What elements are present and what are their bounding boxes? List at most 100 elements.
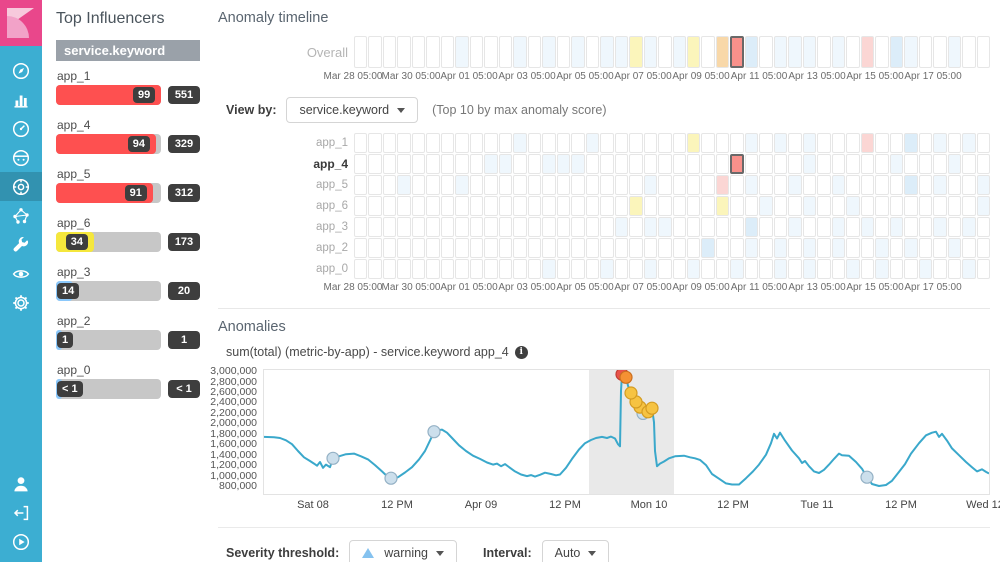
swimlane-cell[interactable]: [918, 133, 933, 153]
swimlane-cell[interactable]: [368, 217, 382, 237]
swimlane-label[interactable]: app_6: [316, 200, 348, 212]
swimlane-cell[interactable]: [831, 259, 846, 279]
swimlane-cell[interactable]: [455, 259, 469, 279]
swimlane-cell[interactable]: [614, 196, 629, 216]
swimlane-cell[interactable]: [817, 217, 831, 237]
swimlane-cell[interactable]: [411, 196, 426, 216]
swimlane-cell[interactable]: [860, 259, 875, 279]
swimlane-cell[interactable]: [556, 217, 571, 237]
swimlane-cell[interactable]: [759, 36, 773, 68]
swimlane-cell[interactable]: [686, 217, 701, 237]
swimlane-cell[interactable]: [672, 259, 686, 279]
anomaly-marker-minor[interactable]: [624, 386, 638, 400]
swimlane-label[interactable]: app_0: [316, 263, 348, 275]
swimlane-cell[interactable]: [527, 36, 542, 68]
swimlane-cell[interactable]: [802, 36, 817, 68]
swimlane-cell[interactable]: [382, 133, 397, 153]
swimlane-cell[interactable]: [658, 175, 672, 195]
influencer-score-bar[interactable]: 99: [56, 85, 161, 105]
swimlane-cell[interactable]: [802, 196, 817, 216]
swimlane-cell[interactable]: [875, 133, 889, 153]
swimlane-cell[interactable]: [571, 196, 585, 216]
swimlane-cell[interactable]: [397, 217, 411, 237]
swimlane-cell[interactable]: [831, 36, 846, 68]
swimlane-cell[interactable]: [802, 238, 817, 258]
swimlane-cell[interactable]: [469, 175, 484, 195]
swimlane-cell[interactable]: [701, 133, 715, 153]
swimlane-cell[interactable]: [744, 238, 759, 258]
swimlane-cell[interactable]: [976, 217, 990, 237]
swimlane-cell[interactable]: [527, 217, 542, 237]
swimlane-cell[interactable]: [672, 133, 686, 153]
swimlane-cell[interactable]: [513, 175, 527, 195]
swimlane-cell[interactable]: [643, 133, 658, 153]
swimlane-cell[interactable]: [846, 217, 860, 237]
anomaly-marker-warning[interactable]: [326, 451, 340, 465]
anomaly-marker-warning[interactable]: [860, 470, 874, 484]
swimlane-cell[interactable]: [527, 133, 542, 153]
swimlane-cell[interactable]: [933, 154, 947, 174]
swimlane-cell[interactable]: [426, 154, 440, 174]
swimlane-cell[interactable]: [368, 133, 382, 153]
swimlane-cell[interactable]: [585, 259, 600, 279]
swimlane-cell[interactable]: [715, 196, 730, 216]
swimlane-cell[interactable]: [426, 238, 440, 258]
influencer-name[interactable]: app_5: [57, 167, 91, 181]
swimlane-cell[interactable]: [498, 259, 513, 279]
swimlane-cell[interactable]: [947, 196, 962, 216]
swimlane-cell[interactable]: [846, 259, 860, 279]
swimlane-cell[interactable]: [469, 196, 484, 216]
swimlane-cell[interactable]: [831, 154, 846, 174]
swimlane-cell[interactable]: [527, 196, 542, 216]
swimlane-cell[interactable]: [585, 36, 600, 68]
swimlane-cell[interactable]: [962, 175, 976, 195]
swimlane-cell[interactable]: [556, 196, 571, 216]
swimlane-cell[interactable]: [411, 259, 426, 279]
swimlane-label[interactable]: app_5: [316, 179, 348, 191]
swimlane-cell[interactable]: [556, 259, 571, 279]
swimlane-cell[interactable]: [889, 133, 904, 153]
swimlane-cell[interactable]: [614, 217, 629, 237]
swimlane-cell[interactable]: [773, 154, 788, 174]
swimlane-cell[interactable]: [744, 196, 759, 216]
swimlane-cell[interactable]: [730, 175, 744, 195]
swimlane-label[interactable]: app_2: [316, 242, 348, 254]
swimlane-cell[interactable]: [354, 196, 368, 216]
swimlane-cell[interactable]: [368, 259, 382, 279]
swimlane-cell[interactable]: [440, 238, 455, 258]
swimlane-cell[interactable]: [889, 154, 904, 174]
swimlane-cell[interactable]: [354, 259, 368, 279]
swimlane-cell[interactable]: [498, 217, 513, 237]
swimlane-cell[interactable]: [715, 36, 730, 68]
swimlane-cell[interactable]: [889, 217, 904, 237]
swimlane-cell[interactable]: [933, 175, 947, 195]
nav-timelion[interactable]: [0, 143, 42, 172]
swimlane-cell[interactable]: [701, 217, 715, 237]
swimlane-cell[interactable]: [744, 175, 759, 195]
swimlane-cell[interactable]: [875, 154, 889, 174]
influencer-name[interactable]: app_4: [57, 118, 91, 132]
swimlane-cell[interactable]: [730, 217, 744, 237]
swimlane-cell[interactable]: [976, 154, 990, 174]
swimlane-cell[interactable]: [744, 36, 759, 68]
swimlane-cell[interactable]: [643, 36, 658, 68]
swimlane-cell[interactable]: [484, 133, 498, 153]
swimlane-cell[interactable]: [382, 154, 397, 174]
swimlane-cell[interactable]: [629, 175, 643, 195]
swimlane-cell[interactable]: [730, 154, 744, 174]
swimlane-cell[interactable]: [629, 36, 643, 68]
swimlane-cell[interactable]: [918, 259, 933, 279]
swimlane-cell[interactable]: [469, 154, 484, 174]
swimlane-cell[interactable]: [556, 36, 571, 68]
swimlane-cell[interactable]: [542, 133, 556, 153]
influencer-name[interactable]: app_0: [57, 363, 91, 377]
anomaly-marker-warning[interactable]: [384, 471, 398, 485]
swimlane-cell[interactable]: [788, 259, 802, 279]
swimlane-cell[interactable]: [440, 217, 455, 237]
swimlane-cell[interactable]: [802, 217, 817, 237]
swimlane-cell[interactable]: [889, 36, 904, 68]
swimlane-cell[interactable]: [672, 238, 686, 258]
swimlane-cell[interactable]: [484, 175, 498, 195]
swimlane-cell[interactable]: [730, 36, 744, 68]
swimlane-cell[interactable]: [773, 259, 788, 279]
